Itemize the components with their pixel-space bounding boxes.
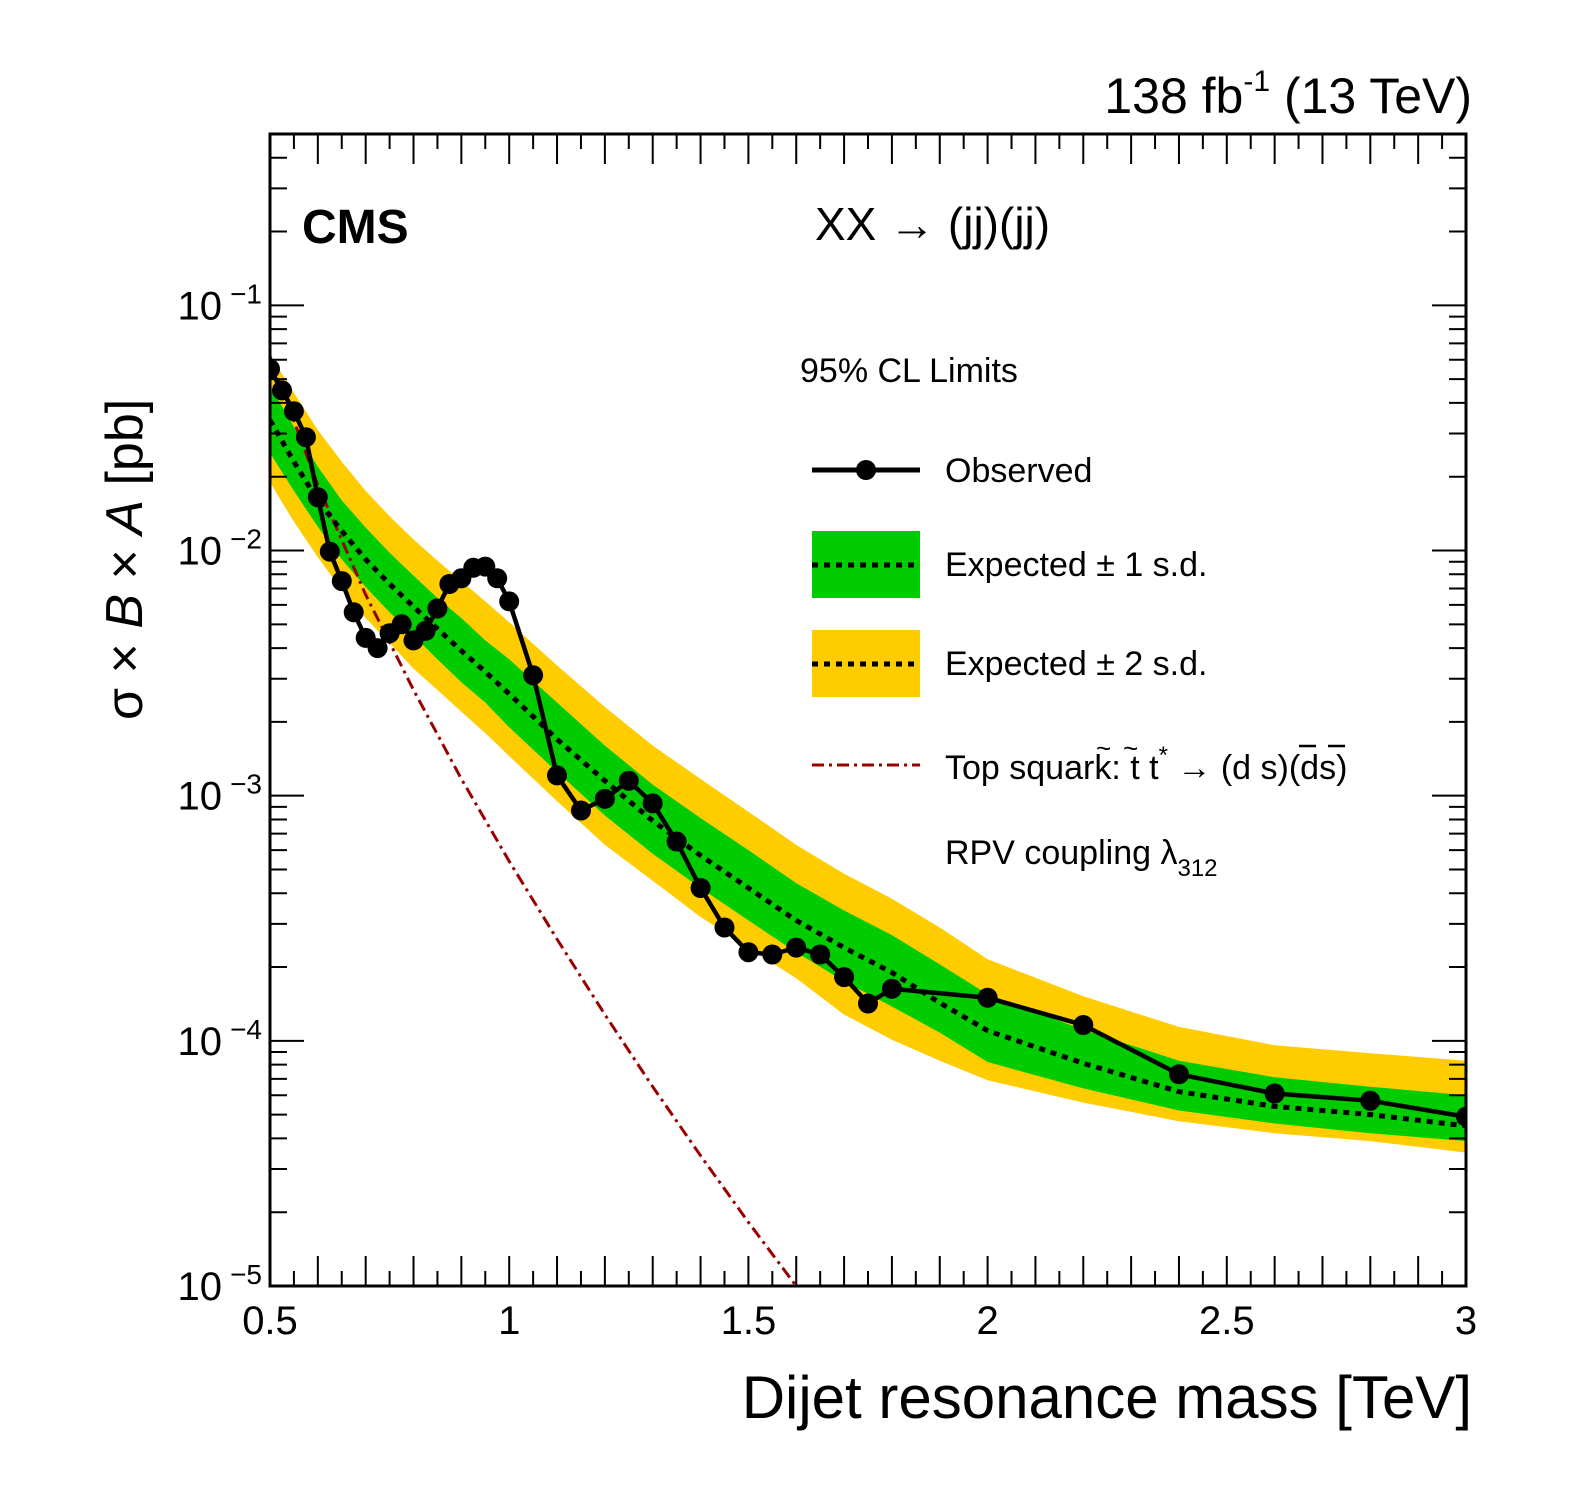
y-tick-label: 10	[178, 1020, 223, 1064]
legend-theory-label: Top squark: t t* → (d s)(ds)	[945, 742, 1347, 787]
observed-point	[547, 765, 567, 786]
observed-point	[499, 591, 520, 612]
observed-point	[881, 978, 902, 999]
legend-one-sigma-label: Expected ± 1 s.d.	[945, 546, 1207, 584]
theory-line	[270, 355, 799, 1286]
y-tick-exponent: −4	[230, 1014, 262, 1045]
observed-point	[714, 917, 735, 938]
observed-point	[666, 831, 687, 852]
observed-point	[1264, 1083, 1285, 1104]
legend-tilde-1: ~	[1096, 733, 1111, 763]
legend-header: 95% CL Limits	[800, 352, 1018, 390]
y-tick-exponent: −1	[230, 278, 262, 309]
observed-point	[272, 380, 292, 401]
observed-point	[343, 602, 364, 623]
observed-point	[571, 800, 591, 821]
observed-point	[594, 788, 615, 809]
observed-point	[1073, 1015, 1094, 1035]
x-tick-label: 2	[976, 1299, 998, 1343]
x-tick-label: 1.5	[721, 1299, 777, 1343]
observed-point	[1360, 1090, 1381, 1111]
observed-point	[858, 993, 878, 1014]
legend: 95% CL Limits Observed Expected ± 1 s.d.…	[800, 352, 1347, 882]
observed-point	[834, 967, 855, 988]
observed-point	[523, 665, 544, 686]
observed-point	[367, 638, 388, 659]
observed-point	[295, 427, 316, 448]
observed-point	[415, 620, 436, 641]
lumi-label: 138 fb-1 (13 TeV)	[1104, 65, 1472, 124]
x-axis-title: Dijet resonance mass [TeV]	[742, 1364, 1472, 1431]
observed-point	[283, 401, 304, 422]
observed-point	[1456, 1106, 1466, 1127]
cms-label: CMS	[302, 201, 409, 254]
legend-observed-marker	[856, 460, 876, 480]
y-tick-exponent: −2	[230, 524, 262, 555]
observed-point	[786, 937, 807, 958]
observed-point	[391, 614, 412, 635]
observed-point	[642, 793, 663, 814]
y-tick-exponent: −5	[230, 1259, 262, 1290]
y-tick-label: 10	[178, 530, 223, 574]
y-tick-label: 10	[178, 284, 223, 328]
observed-point	[618, 770, 639, 791]
observed-point	[1169, 1064, 1189, 1085]
y-tick-label: 10	[178, 775, 223, 819]
observed-point	[810, 944, 831, 965]
y-tick-label: 10	[178, 1265, 223, 1309]
observed-point	[331, 571, 352, 592]
observed-point	[690, 878, 711, 898]
y-tick-exponent: −3	[230, 769, 262, 800]
expected-line	[270, 418, 1466, 1129]
observed-point	[307, 487, 328, 508]
observed-point	[270, 359, 280, 379]
process-label: XX → (jj)(jj)	[815, 198, 1050, 250]
one-sigma-band	[270, 385, 1466, 1142]
observed-point	[427, 598, 448, 619]
legend-coupling-label: RPV coupling λ312	[945, 834, 1218, 882]
x-tick-label: 3	[1455, 1299, 1477, 1343]
observed-point	[487, 568, 508, 589]
legend-observed-label: Observed	[945, 452, 1092, 490]
y-axis-title: σ × B × A [pb]	[96, 399, 154, 720]
x-tick-label: 1	[498, 1299, 520, 1343]
legend-tilde-2: ~	[1123, 733, 1138, 763]
observed-point	[319, 541, 340, 562]
observed-point	[762, 944, 783, 965]
observed-point	[738, 942, 759, 963]
x-tick-label: 0.5	[242, 1299, 298, 1343]
observed-point	[977, 987, 998, 1008]
x-tick-label: 2.5	[1199, 1299, 1255, 1343]
legend-two-sigma-label: Expected ± 2 s.d.	[945, 645, 1207, 683]
